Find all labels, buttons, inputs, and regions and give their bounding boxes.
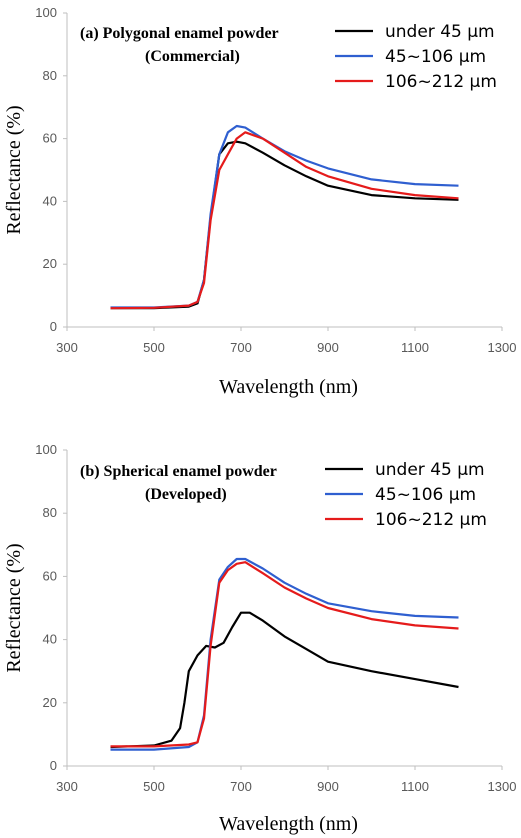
y-tick-label: 80: [43, 68, 57, 83]
chart-panel-b: 0 20 40 60 80 100 300 500 700 900 1100 1300 Waveleng…: [3, 442, 516, 835]
y-tick-label: 40: [43, 193, 57, 208]
y-tick-label: 60: [43, 131, 57, 146]
y-tick-label: 40: [43, 632, 57, 647]
series-line-1: [110, 611, 459, 749]
x-tick-label: 900: [317, 340, 339, 355]
legend-label: under 45 μm: [375, 460, 485, 480]
x-tick-label: 1100: [401, 340, 429, 355]
y-tick-label: 0: [50, 319, 57, 334]
y-tick-label: 20: [43, 695, 57, 710]
legend-label: 45~106 μm: [385, 47, 486, 67]
legend-label: 106~212 μm: [375, 510, 487, 530]
panel-subtitle: (Developed): [145, 486, 227, 503]
legend-label: 106~212 μm: [385, 72, 497, 92]
y-tick-label: 100: [35, 442, 57, 457]
x-tick-label: 500: [143, 340, 165, 355]
x-tick-label: 300: [56, 340, 78, 355]
panel-title: (a) Polygonal enamel powder: [80, 25, 279, 42]
y-tick-label: 80: [43, 505, 57, 520]
x-tick-label: 700: [230, 779, 252, 794]
x-tick-label: 300: [56, 779, 78, 794]
panel-subtitle: (Commercial): [145, 48, 240, 65]
x-tick-label: 1100: [401, 779, 429, 794]
x-tick-label: 700: [230, 340, 252, 355]
panel-title: (b) Spherical enamel powder: [80, 463, 277, 480]
x-tick-label: 900: [317, 779, 339, 794]
series-line-3: [110, 131, 459, 310]
y-tick-label: 0: [50, 758, 57, 773]
y-axis-title: Reflectance (%): [3, 105, 25, 234]
series-line-3: [110, 561, 459, 748]
legend-label: under 45 μm: [385, 22, 495, 42]
y-tick-label: 20: [43, 256, 57, 271]
x-tick-label: 1300: [488, 340, 517, 355]
x-axis-title: Wavelength (nm): [219, 376, 358, 398]
series-line-1: [110, 140, 459, 310]
legend-label: 45~106 μm: [375, 485, 476, 505]
x-tick-label: 1300: [488, 779, 517, 794]
x-tick-label: 500: [143, 779, 165, 794]
x-axis-title: Wavelength (nm): [219, 813, 358, 835]
y-tick-label: 100: [35, 5, 57, 20]
chart-panel-a: 0 20 40 60 80 100 300 500 700 900 1100 1300 Waveleng…: [3, 5, 516, 398]
y-tick-label: 60: [43, 568, 57, 583]
y-axis-title: Reflectance (%): [3, 543, 25, 672]
